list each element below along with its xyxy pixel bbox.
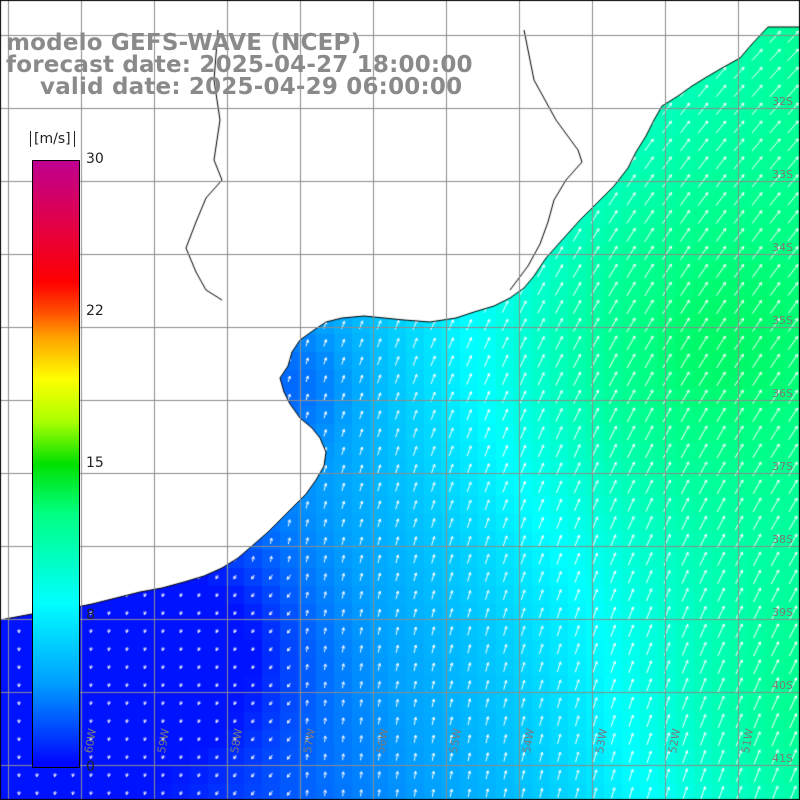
colorbar-tick-label: 30 <box>86 151 104 167</box>
latitude-label: 34S <box>772 241 793 254</box>
latitude-label: 33S <box>772 168 793 181</box>
colorbar-tick-label: 22 <box>86 303 104 319</box>
latitude-label: 41S <box>772 752 793 765</box>
latitude-label: 32S <box>772 95 793 108</box>
colorbar <box>32 160 80 768</box>
latitude-label: 37S <box>772 460 793 473</box>
latitude-label: 40S <box>772 679 793 692</box>
latitude-label: 36S <box>772 387 793 400</box>
colorbar-tick-label: 0 <box>86 759 95 775</box>
model-title: modelo GEFS-WAVE (NCEP) <box>6 30 362 56</box>
forecast-date: forecast date: 2025-04-27 18:00:00 <box>6 52 473 78</box>
latitude-label: 39S <box>772 606 793 619</box>
latitude-label: 38S <box>772 533 793 546</box>
colorbar-unit: [m/s] <box>30 131 75 147</box>
valid-date: valid date: 2025-04-29 06:00:00 <box>40 74 463 100</box>
colorbar-tick-label: 15 <box>86 455 104 471</box>
colorbar-tick-label: 8 <box>86 607 95 623</box>
latitude-label: 35S <box>772 314 793 327</box>
